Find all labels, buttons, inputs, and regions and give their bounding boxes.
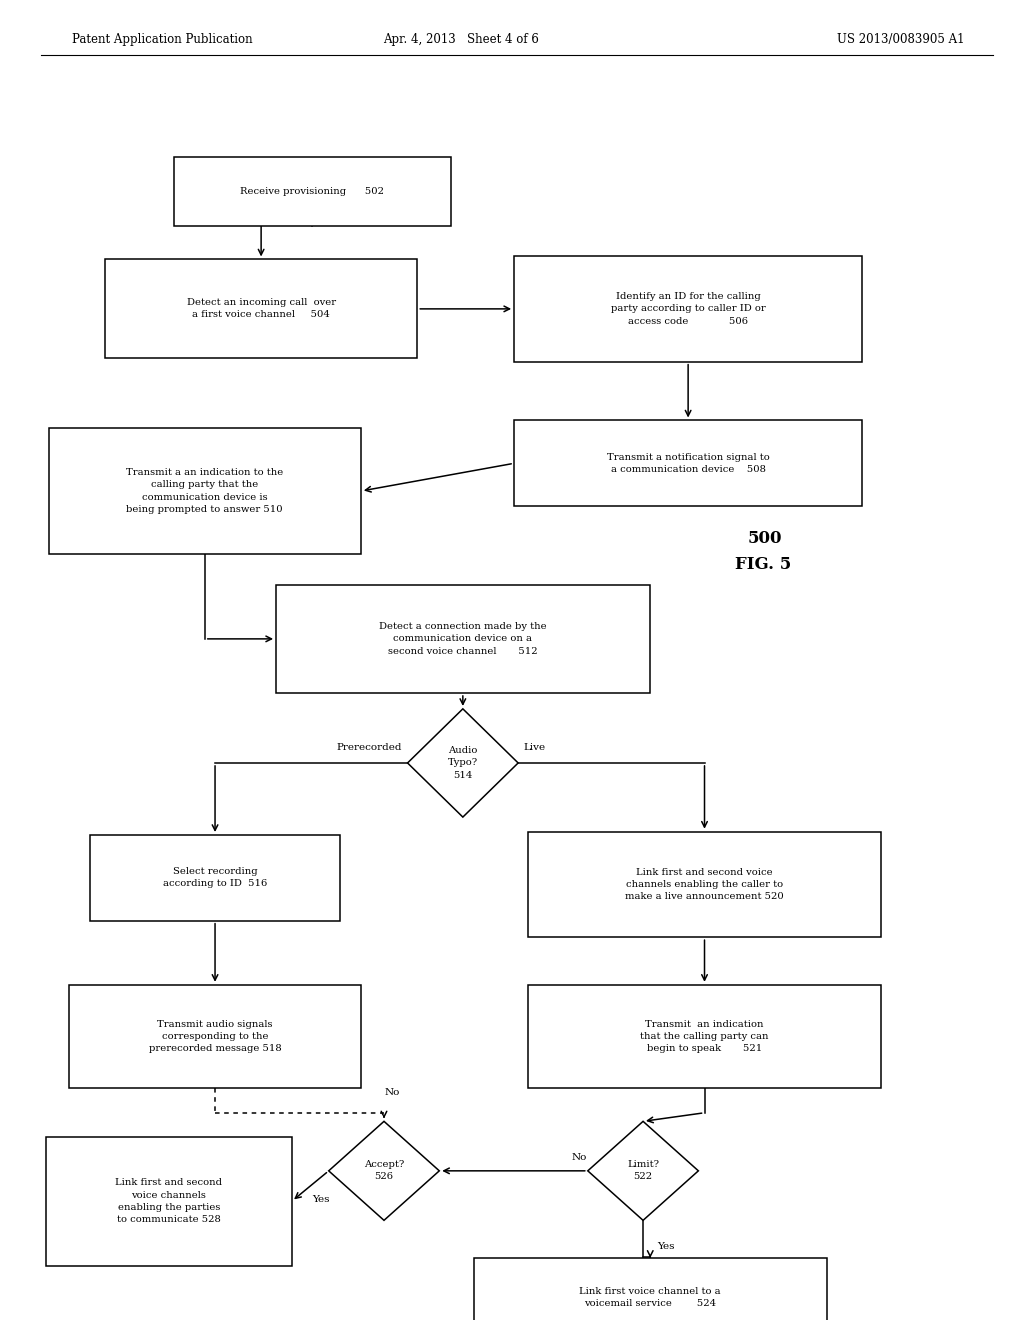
Text: Limit?
522: Limit? 522 <box>627 1160 659 1181</box>
Text: Detect a connection made by the
communication device on a
second voice channel  : Detect a connection made by the communic… <box>379 622 547 656</box>
Text: Yes: Yes <box>311 1196 330 1204</box>
Text: US 2013/0083905 A1: US 2013/0083905 A1 <box>838 33 965 46</box>
FancyBboxPatch shape <box>528 985 881 1088</box>
Text: FIG. 5: FIG. 5 <box>735 557 792 573</box>
FancyBboxPatch shape <box>514 256 862 362</box>
Polygon shape <box>408 709 518 817</box>
Text: Link first voice channel to a
voicemail service        524: Link first voice channel to a voicemail … <box>580 1287 721 1308</box>
Text: Identify an ID for the calling
party according to caller ID or
access code      : Identify an ID for the calling party acc… <box>610 292 766 326</box>
FancyBboxPatch shape <box>90 836 340 921</box>
Text: No: No <box>571 1154 588 1162</box>
FancyBboxPatch shape <box>276 585 650 693</box>
Text: Transmit  an indication
that the calling party can
begin to speak       521: Transmit an indication that the calling … <box>640 1019 769 1053</box>
FancyBboxPatch shape <box>70 985 360 1088</box>
FancyBboxPatch shape <box>46 1137 292 1266</box>
Text: Accept?
526: Accept? 526 <box>364 1160 404 1181</box>
Polygon shape <box>588 1122 698 1220</box>
FancyBboxPatch shape <box>105 260 418 358</box>
Text: Prerecorded: Prerecorded <box>337 743 402 751</box>
FancyBboxPatch shape <box>174 157 451 226</box>
FancyBboxPatch shape <box>473 1258 827 1320</box>
Text: Patent Application Publication: Patent Application Publication <box>72 33 252 46</box>
Text: Link first and second
voice channels
enabling the parties
to communicate 528: Link first and second voice channels ena… <box>116 1179 222 1224</box>
Text: Link first and second voice
channels enabling the caller to
make a live announce: Link first and second voice channels ena… <box>625 867 784 902</box>
Text: No: No <box>384 1088 400 1097</box>
Text: Transmit audio signals
corresponding to the
prerecorded message 518: Transmit audio signals corresponding to … <box>148 1019 282 1053</box>
Text: Live: Live <box>523 743 546 751</box>
FancyBboxPatch shape <box>528 832 881 937</box>
Text: Audio
Typo?
514: Audio Typo? 514 <box>447 746 478 780</box>
Polygon shape <box>329 1122 439 1220</box>
Text: Apr. 4, 2013   Sheet 4 of 6: Apr. 4, 2013 Sheet 4 of 6 <box>383 33 539 46</box>
FancyBboxPatch shape <box>49 428 361 554</box>
FancyBboxPatch shape <box>514 420 862 506</box>
Text: Receive provisioning      502: Receive provisioning 502 <box>241 187 384 195</box>
Text: Transmit a an indication to the
calling party that the
communication device is
b: Transmit a an indication to the calling … <box>126 469 284 513</box>
Text: Yes: Yes <box>657 1242 675 1251</box>
Text: Select recording
according to ID  516: Select recording according to ID 516 <box>163 867 267 888</box>
Text: Transmit a notification signal to
a communication device    508: Transmit a notification signal to a comm… <box>607 453 769 474</box>
Text: Detect an incoming call  over
a first voice channel     504: Detect an incoming call over a first voi… <box>186 298 336 319</box>
Text: 500: 500 <box>748 531 782 546</box>
